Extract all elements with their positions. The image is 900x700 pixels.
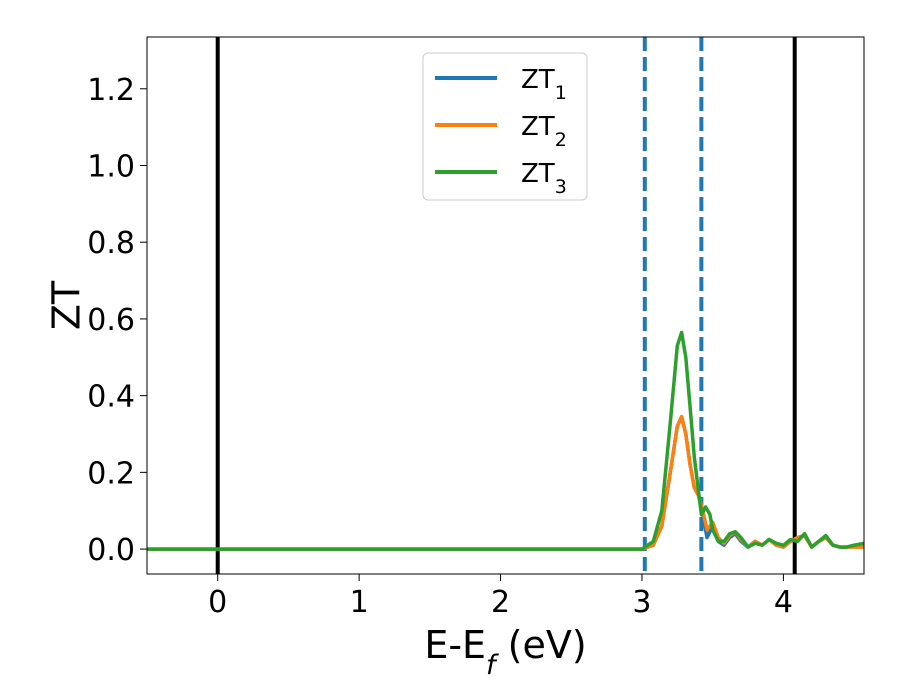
legend-label-2: ZT2 — [521, 112, 567, 151]
y-tick-label: 1.0 — [87, 149, 135, 184]
x-tick-label: 1 — [350, 585, 369, 620]
x-tick-label: 3 — [632, 585, 651, 620]
legend-label-3: ZT3 — [521, 159, 567, 198]
legend-box — [422, 52, 588, 201]
x-title-tail: (eV) — [496, 623, 587, 667]
x-tick-label: 2 — [491, 585, 510, 620]
y-axis-ticks: 0.0 0.2 0.4 0.6 0.8 1.0 1.2 — [87, 73, 147, 568]
legend-label-1: ZT1 — [521, 65, 567, 104]
plot-frame — [146, 36, 865, 575]
x-tick-label: 0 — [208, 585, 227, 620]
legend-label-sub: 2 — [555, 129, 567, 151]
series-line-2 — [147, 414, 864, 551]
y-axis-title: ZT — [44, 280, 88, 330]
legend-label-main: ZT — [521, 65, 555, 95]
series-line-1 — [147, 414, 864, 551]
y-tick-label: 1.2 — [87, 73, 135, 108]
reference-lines — [215, 37, 797, 574]
series-line-3 — [147, 330, 864, 551]
legend-label-main: ZT — [521, 112, 555, 142]
legend-label-sub: 3 — [555, 176, 567, 198]
legend-label-sub: 1 — [555, 82, 567, 104]
x-axis-ticks: 0 1 2 3 4 — [208, 574, 793, 620]
y-tick-label: 0.0 — [87, 533, 135, 568]
series-lines — [147, 330, 864, 551]
y-tick-label: 0.6 — [87, 303, 135, 338]
y-tick-label: 0.4 — [87, 380, 135, 415]
x-axis-title: E-Ef (eV) — [424, 623, 586, 681]
legend-label-main: ZT — [521, 159, 555, 189]
x-tick-label: 4 — [774, 585, 793, 620]
y-tick-label: 0.8 — [87, 226, 135, 261]
x-title-main: E-E — [424, 623, 486, 667]
y-tick-label: 0.2 — [87, 456, 135, 491]
